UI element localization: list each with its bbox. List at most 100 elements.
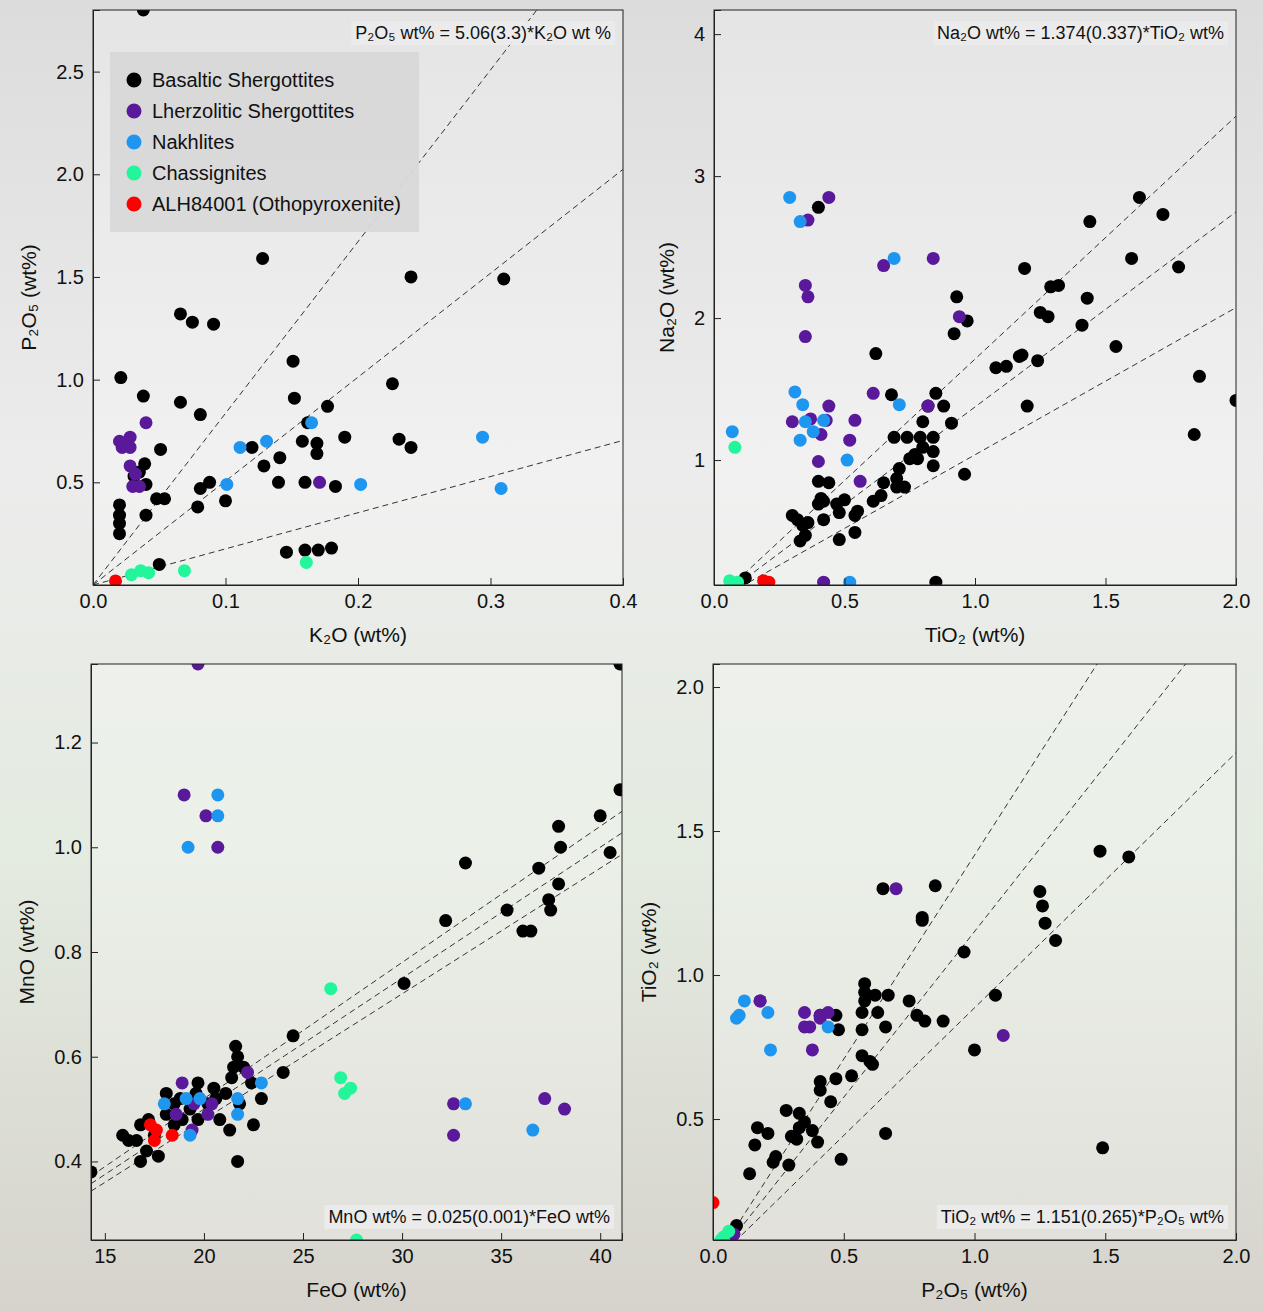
tick-mark bbox=[93, 277, 100, 278]
data-point bbox=[247, 1118, 260, 1131]
y-tick: 0.4 bbox=[54, 1150, 98, 1172]
legend-label: Lherzolitic Shergottites bbox=[152, 100, 354, 122]
x-tick: 0.2 bbox=[345, 578, 373, 612]
data-point bbox=[166, 1129, 179, 1142]
data-point bbox=[288, 392, 301, 405]
y-tick: 0.5 bbox=[676, 1108, 720, 1130]
data-point bbox=[552, 820, 565, 833]
data-point bbox=[296, 435, 309, 448]
fit-line bbox=[714, 308, 1236, 585]
data-point bbox=[152, 1150, 165, 1163]
data-point bbox=[273, 451, 286, 464]
data-point bbox=[299, 476, 312, 489]
data-point bbox=[300, 556, 313, 569]
y-axis-title: TiO₂ (wt%) bbox=[637, 902, 660, 1003]
data-point bbox=[140, 416, 153, 429]
data-point bbox=[150, 1124, 163, 1137]
data-point bbox=[219, 494, 232, 507]
tick-label: 0.5 bbox=[56, 471, 84, 493]
data-point bbox=[350, 1234, 363, 1241]
data-point bbox=[325, 542, 338, 555]
data-point bbox=[1125, 252, 1138, 265]
data-point bbox=[927, 431, 940, 444]
tick-mark bbox=[845, 578, 846, 585]
x-tick: 20 bbox=[193, 1233, 215, 1267]
data-point bbox=[927, 459, 940, 472]
data-point bbox=[439, 914, 452, 927]
axis-line bbox=[92, 1233, 623, 1241]
annotation-background bbox=[351, 21, 615, 45]
data-point bbox=[191, 664, 204, 671]
tick-label: 1.0 bbox=[962, 590, 990, 612]
series bbox=[723, 441, 744, 585]
data-point bbox=[1018, 262, 1031, 275]
data-point bbox=[937, 1015, 950, 1028]
y-tick: 1.5 bbox=[56, 266, 100, 288]
data-point bbox=[754, 994, 767, 1007]
x-axis-title: TiO₂ (wt%) bbox=[925, 623, 1026, 646]
data-point bbox=[447, 1129, 460, 1142]
tick-label: 1.0 bbox=[676, 964, 704, 986]
annotation-background bbox=[324, 1205, 614, 1229]
data-point bbox=[393, 433, 406, 446]
x-axis-title: P₂O₅ (wt%) bbox=[921, 1278, 1027, 1301]
x-axis-title: FeO (wt%) bbox=[306, 1278, 406, 1301]
series bbox=[144, 1118, 179, 1147]
fit-line bbox=[91, 833, 622, 1184]
data-point bbox=[231, 1108, 244, 1121]
data-point bbox=[344, 1082, 357, 1095]
data-point bbox=[338, 431, 351, 444]
plot-marks bbox=[91, 664, 622, 1240]
series bbox=[109, 574, 122, 585]
tick-mark bbox=[204, 1233, 205, 1240]
data-point bbox=[879, 1020, 892, 1033]
data-point bbox=[526, 1124, 539, 1137]
data-point bbox=[321, 400, 334, 413]
data-point bbox=[812, 201, 825, 214]
tick-mark bbox=[501, 1233, 502, 1240]
data-point bbox=[260, 435, 273, 448]
data-point bbox=[193, 1092, 206, 1105]
tick-label: 15 bbox=[94, 1245, 116, 1267]
data-point bbox=[801, 290, 814, 303]
tick-mark bbox=[1106, 578, 1107, 585]
data-point bbox=[1188, 428, 1201, 441]
tick-label: 1.0 bbox=[56, 369, 84, 391]
data-point bbox=[614, 664, 622, 671]
data-point bbox=[191, 500, 204, 513]
data-point bbox=[552, 877, 565, 890]
data-point bbox=[929, 576, 942, 585]
data-point bbox=[761, 1006, 774, 1019]
fit-line bbox=[93, 440, 623, 585]
data-point bbox=[882, 989, 895, 1002]
tick-mark bbox=[303, 1233, 304, 1240]
data-point bbox=[219, 1087, 232, 1100]
data-point bbox=[280, 546, 293, 559]
data-point bbox=[180, 1092, 193, 1105]
tick-mark bbox=[491, 578, 492, 585]
series bbox=[757, 574, 775, 585]
tick-label: 3 bbox=[694, 165, 705, 187]
x-axis: 0.00.51.01.52.0 bbox=[701, 578, 1251, 612]
data-point bbox=[158, 1097, 171, 1110]
data-point bbox=[313, 476, 326, 489]
tick-mark bbox=[93, 174, 100, 175]
series bbox=[726, 191, 906, 585]
tick-mark bbox=[1236, 1233, 1237, 1240]
fit-line bbox=[91, 811, 622, 1176]
data-point bbox=[178, 788, 191, 801]
plot-frame bbox=[714, 10, 1236, 585]
data-point bbox=[140, 1144, 153, 1157]
panel: 0.00.51.01.52.01234TiO₂ (wt%)Na₂O (wt%)N… bbox=[655, 10, 1251, 646]
data-point bbox=[793, 1107, 806, 1120]
plot-area bbox=[714, 10, 1236, 585]
data-point bbox=[743, 1167, 756, 1180]
data-point bbox=[958, 946, 971, 959]
x-tick: 1.0 bbox=[961, 1233, 989, 1267]
legend-label: Chassignites bbox=[152, 162, 267, 184]
axis-line bbox=[92, 665, 99, 1241]
tick-mark bbox=[623, 578, 624, 585]
axis-line bbox=[94, 578, 624, 586]
y-tick: 1.5 bbox=[676, 820, 720, 842]
data-point bbox=[194, 408, 207, 421]
